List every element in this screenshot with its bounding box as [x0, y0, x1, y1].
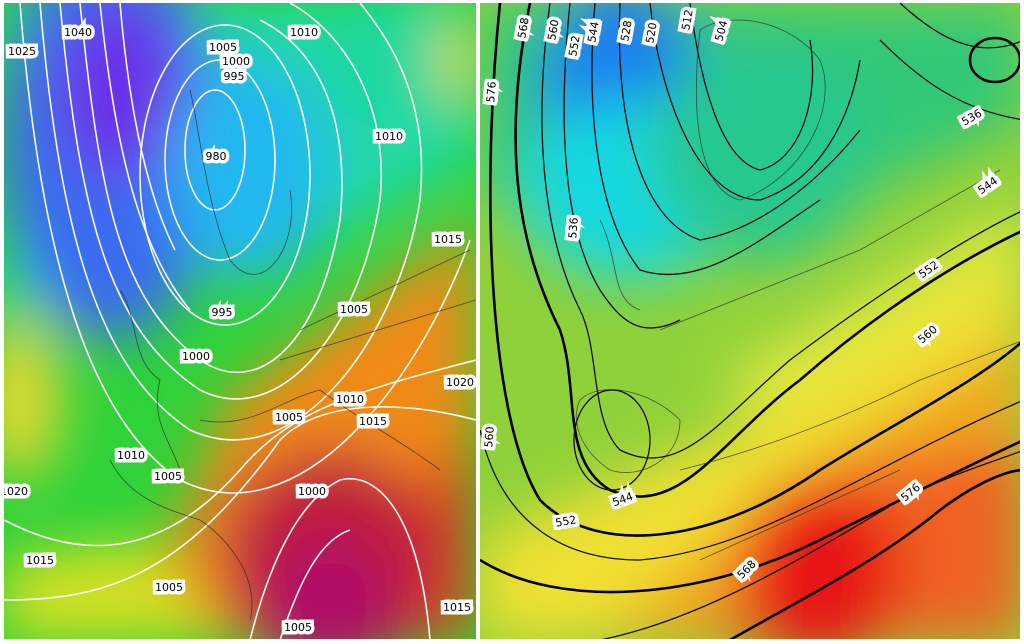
isobars — [4, 3, 476, 639]
divider — [476, 0, 480, 644]
isobar-label: 1000 — [298, 485, 326, 498]
isobar-label: 1010 — [336, 393, 364, 406]
isobar-label: 1010 — [290, 26, 318, 39]
isobar-label: 1005 — [209, 41, 237, 54]
isobar-label: 995 — [212, 306, 233, 319]
isobar-label: 980 — [206, 150, 227, 163]
geopotential-lines — [480, 3, 1020, 639]
isobar-label: 995 — [224, 70, 245, 83]
left-map: 1040 1025 1005 1010 1000 995 980 1010 10… — [0, 3, 476, 639]
height-label: 576 — [484, 81, 499, 103]
isobar-label: 1000 — [182, 350, 210, 363]
isobar-label: 1020 — [0, 485, 28, 498]
isobar-label: 1020 — [446, 376, 474, 389]
height-label: 536 — [566, 217, 581, 239]
isobar-label: 1015 — [26, 554, 54, 567]
isobar-label: 1005 — [154, 470, 182, 483]
isobar-label: 1005 — [284, 621, 312, 634]
coastlines — [109, 89, 476, 621]
isobar-label: 1025 — [8, 45, 36, 58]
coastlines — [576, 19, 1020, 561]
isobar-label: 1000 — [222, 55, 250, 68]
isobar-label: 1005 — [340, 303, 368, 316]
isobar-label: 1040 — [64, 26, 92, 39]
right-map: 568 560 552 544 528 520 512 504 576 536 … — [480, 3, 1020, 639]
isobar-label: 1005 — [155, 581, 183, 594]
isobar-label: 1015 — [434, 233, 462, 246]
isobar-label: 1015 — [359, 415, 387, 428]
isobar-label: 1010 — [375, 130, 403, 143]
isobar-label: 1005 — [275, 411, 303, 424]
left-labels: 1040 1025 1005 1010 1000 995 980 1010 10… — [0, 23, 476, 638]
isobar-label: 1015 — [443, 601, 471, 614]
height-label: 560 — [482, 426, 497, 448]
isobar-label: 1010 — [117, 449, 145, 462]
